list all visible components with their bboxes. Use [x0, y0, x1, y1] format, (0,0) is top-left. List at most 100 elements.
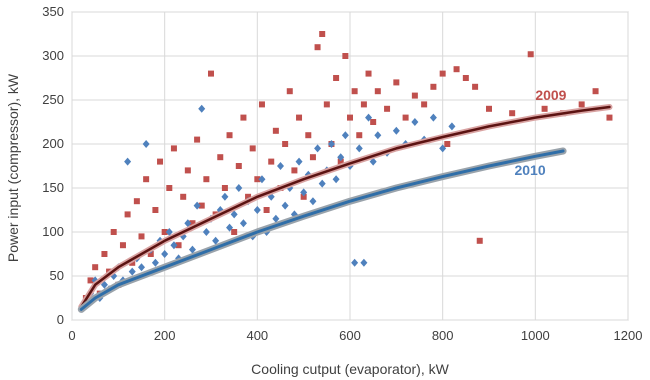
point-2009: [161, 229, 168, 235]
point-2010: [281, 201, 289, 210]
point-2010: [295, 157, 303, 166]
point-2010: [212, 236, 220, 245]
point-2009: [166, 185, 173, 191]
point-2009: [286, 88, 293, 95]
y-tick-label: 200: [42, 136, 64, 151]
series-label-2009: 2009: [535, 87, 566, 103]
point-2009: [365, 70, 372, 77]
point-2009: [235, 163, 242, 169]
point-2009: [305, 132, 312, 139]
point-2010: [170, 241, 178, 250]
point-2009: [351, 88, 358, 95]
point-2009: [342, 53, 349, 59]
point-2009: [124, 211, 131, 218]
point-2009: [282, 141, 289, 147]
x-axis-title: Cooling cutput (evaporator), kW: [251, 361, 449, 377]
x-tick-label: 200: [154, 328, 176, 343]
point-2009: [110, 229, 117, 235]
point-2009: [453, 66, 460, 73]
point-2010: [226, 223, 234, 232]
point-2010: [309, 197, 317, 206]
point-2009: [129, 259, 136, 266]
point-2009: [217, 154, 224, 161]
point-2010: [253, 206, 261, 214]
point-2010: [124, 157, 132, 166]
point-2009: [87, 277, 94, 284]
point-2010: [151, 258, 159, 267]
point-2010: [165, 228, 173, 236]
x-tick-label: 800: [432, 328, 454, 343]
point-2009: [180, 193, 187, 200]
point-2009: [541, 105, 548, 112]
point-2009: [356, 132, 363, 139]
x-tick-label: 0: [68, 328, 75, 343]
point-2010: [429, 113, 437, 122]
point-2009: [291, 167, 298, 174]
point-2010: [188, 245, 196, 254]
point-2009: [323, 101, 330, 108]
point-2009: [360, 101, 367, 108]
point-2010: [314, 144, 322, 153]
point-2010: [318, 179, 326, 188]
point-2009: [189, 220, 196, 227]
point-2009: [592, 88, 599, 95]
point-2010: [411, 118, 419, 126]
point-2010: [365, 113, 373, 122]
x-tick-label: 400: [246, 328, 268, 343]
point-2009: [300, 193, 307, 200]
point-2009: [203, 176, 210, 183]
point-2009: [347, 114, 353, 121]
y-tick-label: 0: [57, 312, 64, 327]
point-2009: [411, 92, 418, 99]
point-2010: [360, 258, 368, 267]
point-2010: [161, 250, 169, 258]
point-2010: [198, 104, 206, 113]
point-2009: [402, 114, 409, 121]
point-2010: [332, 175, 340, 184]
point-2010: [374, 131, 382, 140]
point-2009: [231, 229, 238, 235]
y-tick-label: 250: [42, 92, 64, 107]
point-2009: [430, 83, 437, 90]
point-2010: [392, 126, 400, 135]
point-2009: [170, 145, 177, 152]
point-2009: [374, 88, 381, 95]
point-2009: [184, 167, 191, 174]
point-2009: [208, 70, 214, 77]
point-2009: [268, 158, 275, 165]
series-labels: 2009 2010: [514, 87, 566, 178]
point-2010: [448, 122, 456, 131]
point-2009: [486, 105, 492, 112]
series-label-2010: 2010: [514, 162, 545, 178]
point-2010: [239, 219, 247, 228]
point-2009: [476, 237, 483, 244]
point-2009: [138, 233, 145, 240]
point-2009: [157, 158, 164, 165]
y-tick-label: 350: [42, 4, 64, 19]
point-2010: [355, 144, 363, 153]
y-tick-label: 100: [42, 224, 64, 239]
point-2009: [314, 44, 321, 51]
point-2009: [296, 114, 303, 121]
point-2010: [341, 131, 349, 140]
point-2010: [221, 192, 229, 201]
point-2009: [263, 207, 270, 213]
point-2010: [439, 144, 447, 153]
point-2009: [527, 51, 534, 58]
point-2009: [152, 207, 159, 213]
point-2009: [221, 185, 228, 191]
point-2010: [258, 175, 266, 184]
point-2009: [309, 154, 316, 161]
point-2010: [202, 228, 210, 236]
point-2009: [194, 136, 201, 143]
point-2009: [272, 127, 279, 134]
point-2009: [444, 141, 451, 147]
point-2010: [351, 258, 359, 267]
point-2010: [128, 267, 136, 276]
point-2010: [272, 214, 280, 223]
point-2009: [421, 101, 428, 108]
point-2009: [198, 202, 205, 209]
point-2010: [337, 153, 345, 162]
point-2009: [337, 158, 344, 165]
